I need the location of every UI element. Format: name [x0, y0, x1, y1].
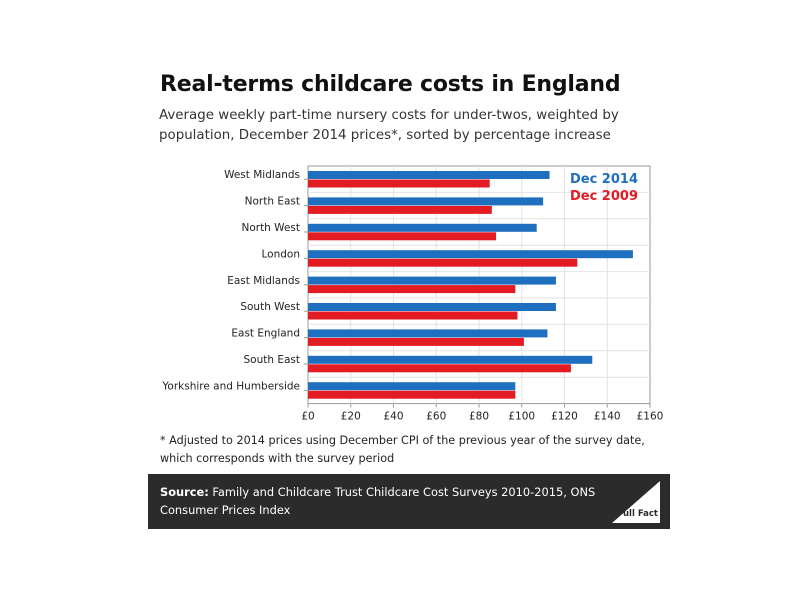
- chart-title: Real-terms childcare costs in England: [160, 72, 621, 97]
- bar-dec-2014: [308, 197, 544, 206]
- category-label: West Midlands: [224, 169, 300, 181]
- bar-dec-2014: [308, 329, 548, 338]
- source-bar: Source: Family and Childcare Trust Child…: [148, 474, 670, 529]
- bar-dec-2009: [308, 258, 578, 267]
- bar-dec-2009: [308, 232, 497, 241]
- category-label: London: [262, 248, 301, 260]
- x-tick-label: £140: [594, 411, 621, 423]
- source-text: Source: Family and Childcare Trust Child…: [160, 483, 600, 519]
- full-fact-logo: [612, 481, 660, 523]
- bar-dec-2014: [308, 303, 556, 311]
- category-label: North West: [241, 222, 300, 234]
- bar-dec-2014: [308, 355, 593, 364]
- x-tick-label: £20: [341, 411, 361, 423]
- bar-dec-2014: [308, 276, 556, 285]
- bar-dec-2009: [308, 311, 518, 320]
- category-label: Yorkshire and Humberside: [161, 380, 300, 392]
- bar-chart: £0 £20 £40 £60 £80 £100 £120 £140 £160 West Midla…: [161, 165, 664, 423]
- x-tick-label: £40: [383, 411, 403, 423]
- category-label: North East: [245, 196, 300, 208]
- x-tick-label: £100: [508, 411, 535, 423]
- bar-dec-2014: [308, 250, 633, 259]
- footnote: * Adjusted to 2014 prices using December…: [160, 434, 645, 465]
- category-label: South West: [240, 301, 300, 313]
- bar-dec-2014: [308, 223, 537, 232]
- bar-dec-2014: [308, 171, 550, 179]
- x-tick-label: £80: [469, 411, 489, 423]
- x-tick-label: £60: [426, 411, 446, 423]
- legend-entry: Dec 2009: [570, 189, 638, 204]
- logo-text: Full Fact: [617, 509, 658, 519]
- bar-dec-2009: [308, 205, 492, 214]
- category-label: East Midlands: [227, 275, 300, 287]
- x-tick-label: £160: [637, 411, 664, 423]
- bar-dec-2009: [308, 285, 516, 294]
- x-tick-label: £120: [551, 411, 578, 423]
- legend-entry: Dec 2014: [570, 172, 638, 187]
- source-label: Source:: [160, 485, 209, 499]
- bar-dec-2009: [308, 337, 524, 346]
- bar-dec-2009: [308, 390, 516, 399]
- bar-dec-2014: [308, 382, 516, 391]
- category-label: East England: [231, 328, 300, 340]
- bar-dec-2009: [308, 364, 571, 373]
- x-tick-label: £0: [301, 411, 314, 423]
- category-label: South East: [243, 354, 300, 366]
- chart-subtitle: Average weekly part-time nursery costs f…: [159, 108, 619, 143]
- source-description: Family and Childcare Trust Childcare Cos…: [160, 485, 596, 517]
- bar-dec-2009: [308, 179, 490, 188]
